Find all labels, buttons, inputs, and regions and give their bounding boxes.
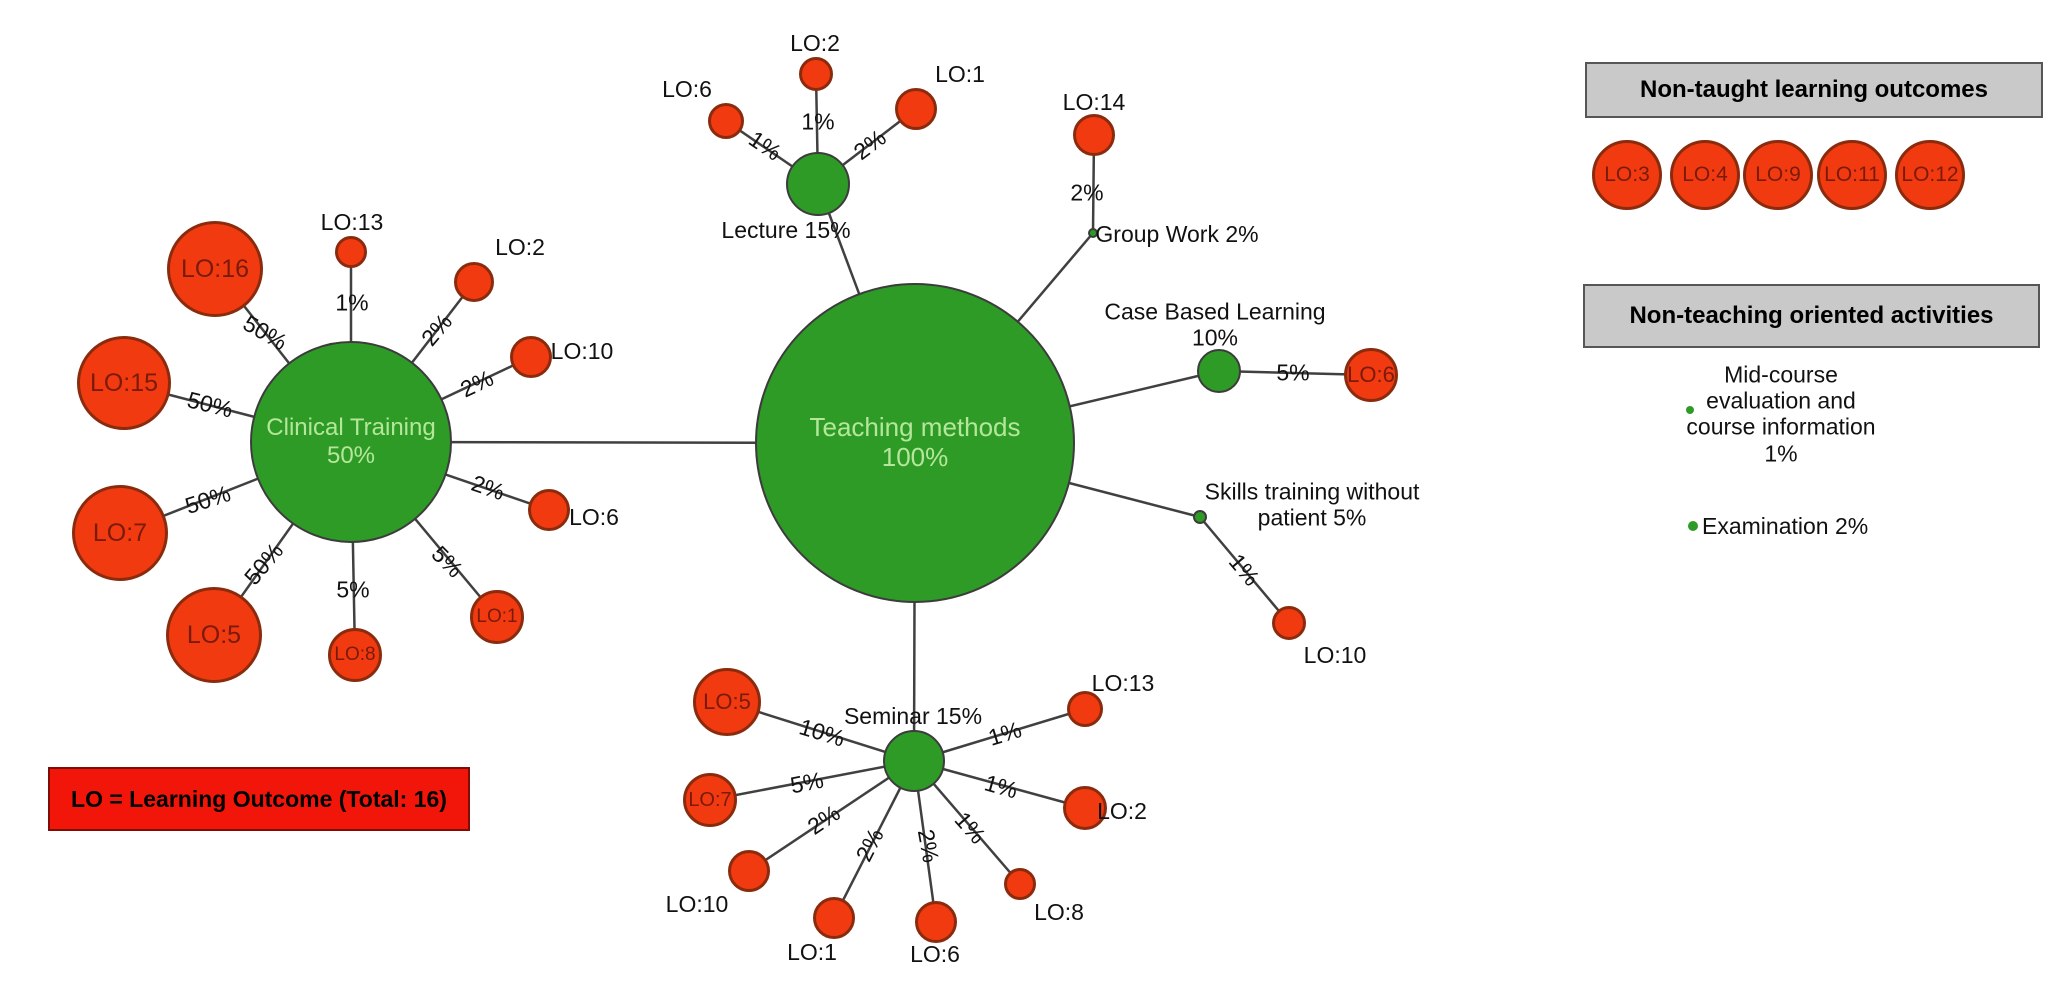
node-m2-label: LO:2: [1097, 798, 1147, 825]
node-lecture-label: Lecture 15%: [721, 217, 851, 244]
node-m10-label: LO:10: [665, 891, 729, 918]
node-m13-label: LO:13: [1091, 670, 1155, 697]
node-groupwork-label: Group Work 2%: [1095, 221, 1259, 248]
node-seminar-label: Seminar 15%: [843, 703, 983, 730]
legend-entry-text-1: Examination 2%: [1702, 512, 1869, 539]
node-s10-label: LO:10: [1303, 642, 1367, 669]
edge-percent-label-g14-groupwork: 2%: [1070, 179, 1104, 206]
node-m13-circle: [1067, 691, 1103, 727]
node-l1-circle: [895, 88, 937, 130]
node-m2-circle: [1063, 786, 1107, 830]
legend-non-taught-panel: Non-taught learning outcomes: [1585, 62, 2043, 118]
node-m10-circle: [728, 850, 770, 892]
node-seminar-circle: [883, 730, 945, 792]
node-c6-label: LO:6: [569, 504, 619, 531]
legend-entry-dot-1: [1688, 521, 1698, 531]
node-l6-circle: [708, 103, 744, 139]
edge-percent-label-clinical-c8: 5%: [336, 576, 370, 603]
node-c1-circle: LO:1: [470, 590, 524, 644]
node-skills-circle: [1193, 510, 1207, 524]
edge-line-seminar-m10: [748, 759, 915, 873]
legend-non-teaching-panel: Non-teaching oriented activities: [1583, 284, 2040, 348]
node-l6-label: LO:6: [662, 76, 712, 103]
node-m1-circle: [813, 897, 855, 939]
node-c7-circle: LO:7: [72, 485, 168, 581]
node-c8-circle: LO:8: [328, 628, 382, 682]
node-l1-label: LO:1: [935, 61, 985, 88]
node-groupwork-circle: [1088, 228, 1098, 238]
node-c13-label: LO:13: [320, 209, 384, 236]
edge-line-seminar-m7: [709, 759, 915, 802]
node-cbl-circle: [1197, 349, 1241, 393]
legend-entry-text-0: Mid-course evaluation and course informa…: [1686, 361, 1876, 467]
node-m6-label: LO:6: [910, 941, 960, 968]
legend-entry-dot-0: [1686, 406, 1694, 414]
node-c10-label: LO:10: [550, 338, 614, 365]
node-g14-label: LO:14: [1062, 89, 1126, 116]
node-m8-label: LO:8: [1034, 899, 1084, 926]
node-g14-circle: [1073, 114, 1115, 156]
node-m1-label: LO:1: [787, 939, 837, 966]
legend-non-teaching-title: Non-teaching oriented activities: [1629, 302, 1994, 329]
node-m6-circle: [915, 901, 957, 943]
node-c16-circle: LO:16: [167, 221, 263, 317]
node-c5-circle: LO:5: [166, 587, 262, 683]
node-c6-circle: [528, 489, 570, 531]
node-l2-circle: [799, 57, 833, 91]
legend-outcome-circle-LO-9: LO:9: [1743, 140, 1813, 210]
key-box-label: LO = Learning Outcome (Total: 16): [71, 785, 447, 812]
edge-percent-label-cbl-b6: 5%: [1276, 359, 1310, 386]
edge-line-skills-s10: [1199, 516, 1290, 624]
node-skills-label: Skills training without patient 5%: [1204, 478, 1420, 530]
edge-percent-label-clinical-c13: 1%: [335, 289, 369, 316]
node-m7-circle: LO:7: [683, 773, 737, 827]
edge-percent-label-lecture-l2: 1%: [801, 108, 835, 135]
node-c15-circle: LO:15: [77, 336, 171, 430]
node-teaching-circle: Teaching methods 100%: [755, 283, 1075, 603]
legend-outcome-circle-LO-4: LO:4: [1670, 140, 1740, 210]
node-c2-label: LO:2: [495, 234, 545, 261]
node-c2-circle: [454, 262, 494, 302]
node-c13-circle: [335, 236, 367, 268]
legend-non-taught-title: Non-taught learning outcomes: [1640, 76, 1988, 103]
node-s10-circle: [1272, 606, 1306, 640]
legend-outcome-circle-LO-3: LO:3: [1592, 140, 1662, 210]
node-m5-circle: LO:5: [693, 668, 761, 736]
node-clinical-circle: Clinical Training 50%: [250, 341, 452, 543]
edge-percent-label-seminar-m6: 2%: [912, 827, 945, 865]
node-c10-circle: [510, 336, 552, 378]
node-lecture-circle: [786, 152, 850, 216]
legend-outcome-circle-LO-11: LO:11: [1817, 140, 1887, 210]
node-cbl-label: Case Based Learning 10%: [1104, 298, 1326, 350]
legend-outcome-circle-LO-12: LO:12: [1895, 140, 1965, 210]
key-box: LO = Learning Outcome (Total: 16): [48, 767, 470, 831]
node-m8-circle: [1004, 868, 1036, 900]
node-l2-label: LO:2: [790, 30, 840, 57]
node-b6-circle: LO:6: [1344, 348, 1398, 402]
